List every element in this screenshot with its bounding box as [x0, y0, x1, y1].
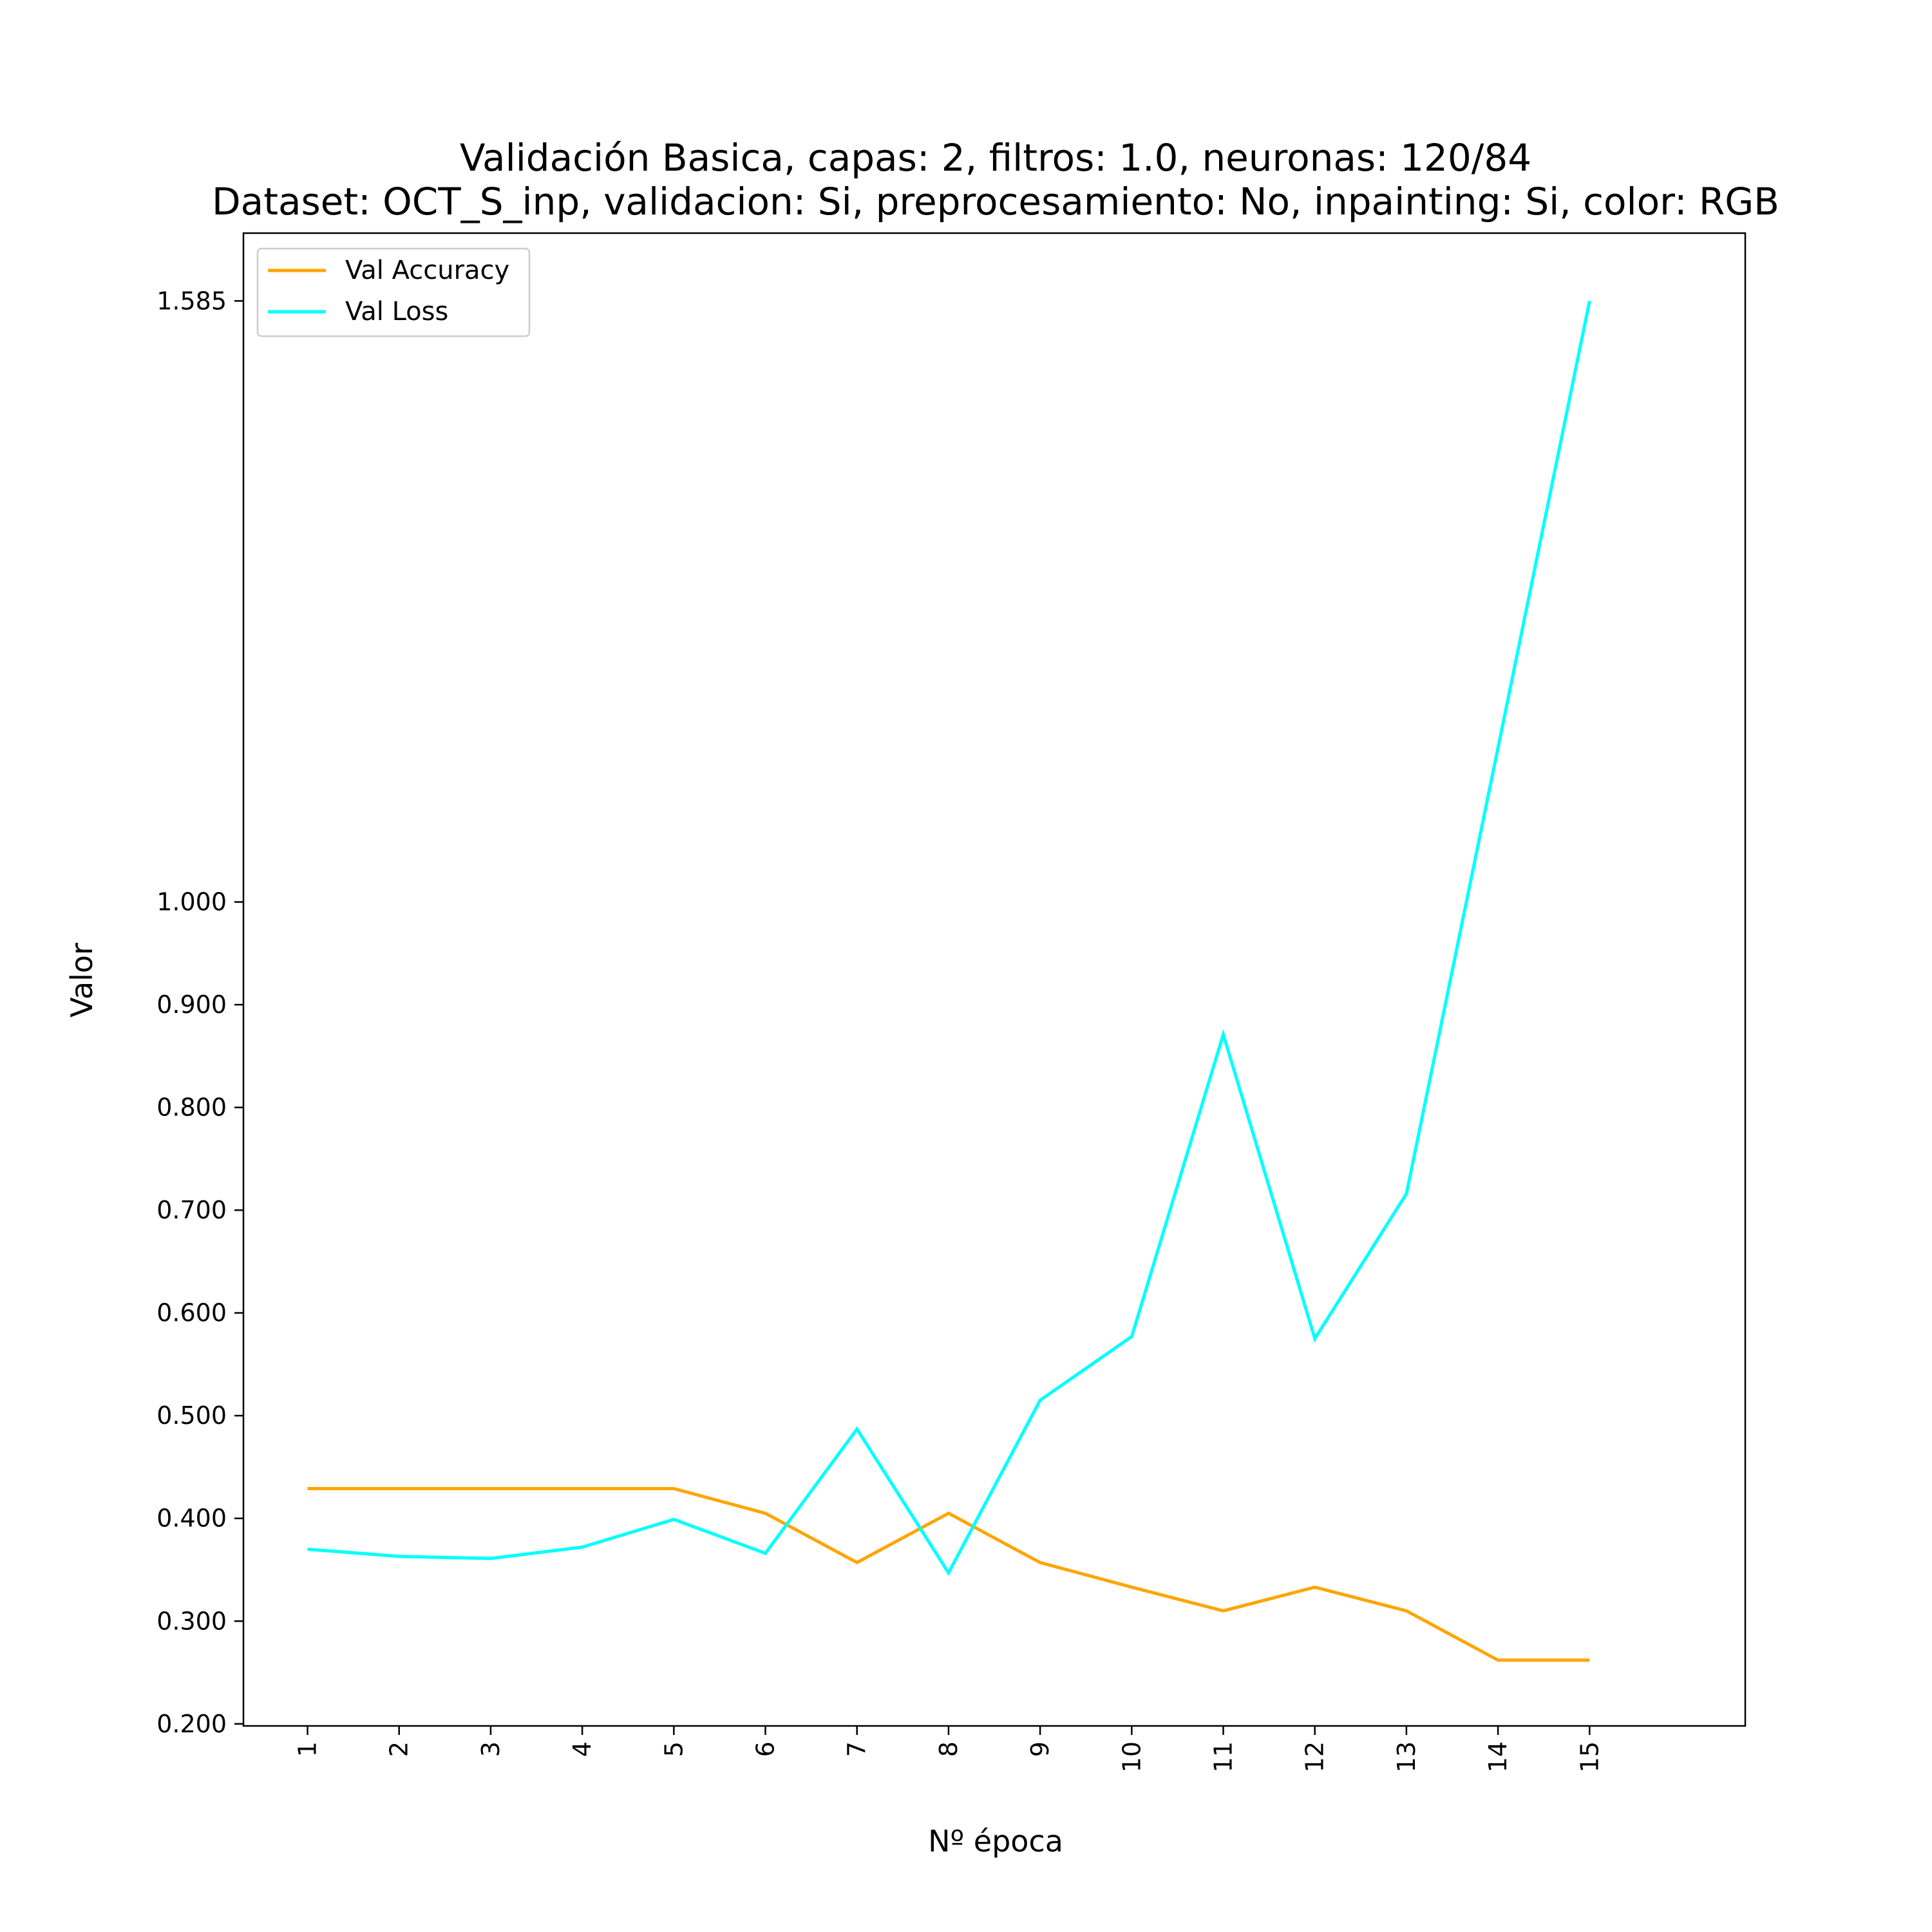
x-tick-label: 15 — [1575, 1741, 1604, 1772]
x-tick-label: 7 — [843, 1741, 871, 1757]
chart-title-group: Validación Basica, capas: 2, filtros: 1.… — [212, 136, 1779, 223]
x-tick-label: 8 — [934, 1741, 963, 1757]
y-tick-label: 0.500 — [156, 1401, 227, 1430]
y-tick-label: 0.700 — [156, 1196, 227, 1224]
x-tick-label: 2 — [385, 1741, 413, 1757]
series-line-val-accuracy — [307, 1487, 1590, 1662]
y-tick-label: 0.900 — [156, 990, 227, 1019]
x-axis-label: Nº época — [928, 1824, 1063, 1859]
y-tick-label: 0.200 — [156, 1710, 227, 1738]
x-tick-label: 5 — [659, 1741, 688, 1757]
x-tick-label: 13 — [1392, 1741, 1421, 1772]
y-tick-label: 0.800 — [156, 1094, 227, 1122]
x-tick-label: 6 — [752, 1741, 780, 1757]
y-tick-label: 1.000 — [156, 888, 227, 916]
x-tick-label: 3 — [477, 1741, 505, 1757]
legend: Val Accuracy Val Loss — [256, 247, 531, 337]
x-tick-label: 14 — [1484, 1741, 1512, 1772]
y-tick-label: 0.400 — [156, 1504, 227, 1533]
x-tick-label: 9 — [1026, 1741, 1054, 1757]
x-tick-label: 12 — [1301, 1741, 1329, 1772]
series-layer — [307, 300, 1591, 1662]
legend-label: Val Loss — [345, 297, 448, 327]
x-tick-label: 1 — [294, 1741, 322, 1757]
chart-subtitle: Dataset: OCT_S_inp, validacion: Si, prep… — [212, 180, 1779, 223]
chart-title: Validación Basica, capas: 2, filtros: 1.… — [460, 136, 1531, 180]
legend-label: Val Accuracy — [345, 256, 509, 285]
x-tick-label: 11 — [1209, 1741, 1237, 1772]
axes-layer: 1 2 3 4 5 6 7 8 9 10 11 12 13 14 150.2000.3000.4000.50… — [156, 232, 1747, 1772]
x-tick-label: 4 — [568, 1741, 596, 1757]
x-tick-label: 10 — [1117, 1741, 1146, 1772]
y-tick-label: 0.300 — [156, 1607, 227, 1635]
y-tick-label: 0.600 — [156, 1299, 227, 1327]
series-line-val-loss — [307, 300, 1591, 1577]
plot-frame — [242, 232, 1747, 1727]
y-axis-label: Valor — [64, 943, 99, 1018]
y-tick-label: 1.585 — [156, 287, 227, 315]
